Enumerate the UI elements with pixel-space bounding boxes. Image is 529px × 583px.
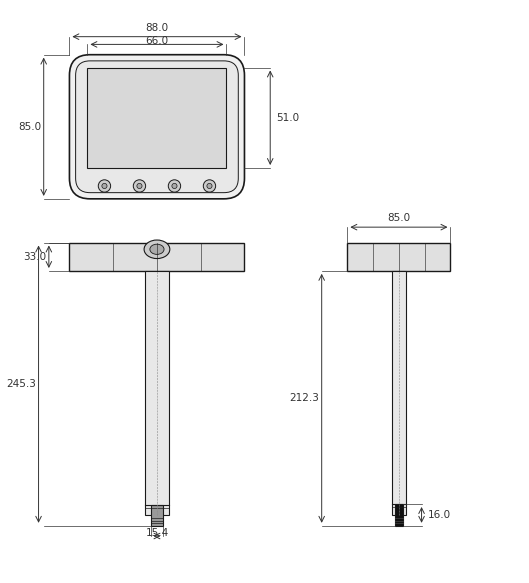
Text: 88.0: 88.0 <box>145 23 169 33</box>
Ellipse shape <box>150 244 164 254</box>
Bar <box>87 68 226 168</box>
Ellipse shape <box>144 240 170 258</box>
Circle shape <box>98 180 111 192</box>
Text: 16.0: 16.0 <box>428 510 451 520</box>
Text: 85.0: 85.0 <box>387 213 411 223</box>
Text: 212.3: 212.3 <box>289 394 319 403</box>
Circle shape <box>102 184 107 188</box>
Circle shape <box>207 184 212 188</box>
FancyBboxPatch shape <box>69 55 244 199</box>
Circle shape <box>168 180 180 192</box>
Circle shape <box>137 184 142 188</box>
FancyBboxPatch shape <box>76 61 238 192</box>
Circle shape <box>133 180 145 192</box>
Text: 85.0: 85.0 <box>18 122 41 132</box>
Bar <box>145 271 169 515</box>
Text: 15.4: 15.4 <box>145 528 169 538</box>
Text: 245.3: 245.3 <box>6 379 36 389</box>
Bar <box>151 505 163 526</box>
Text: 66.0: 66.0 <box>145 36 169 46</box>
Text: 33.0: 33.0 <box>23 252 46 262</box>
Text: 51.0: 51.0 <box>276 113 299 123</box>
Bar <box>391 271 406 515</box>
Bar <box>69 243 244 271</box>
Circle shape <box>172 184 177 188</box>
Bar <box>395 504 403 526</box>
Circle shape <box>203 180 216 192</box>
Bar <box>348 243 450 271</box>
